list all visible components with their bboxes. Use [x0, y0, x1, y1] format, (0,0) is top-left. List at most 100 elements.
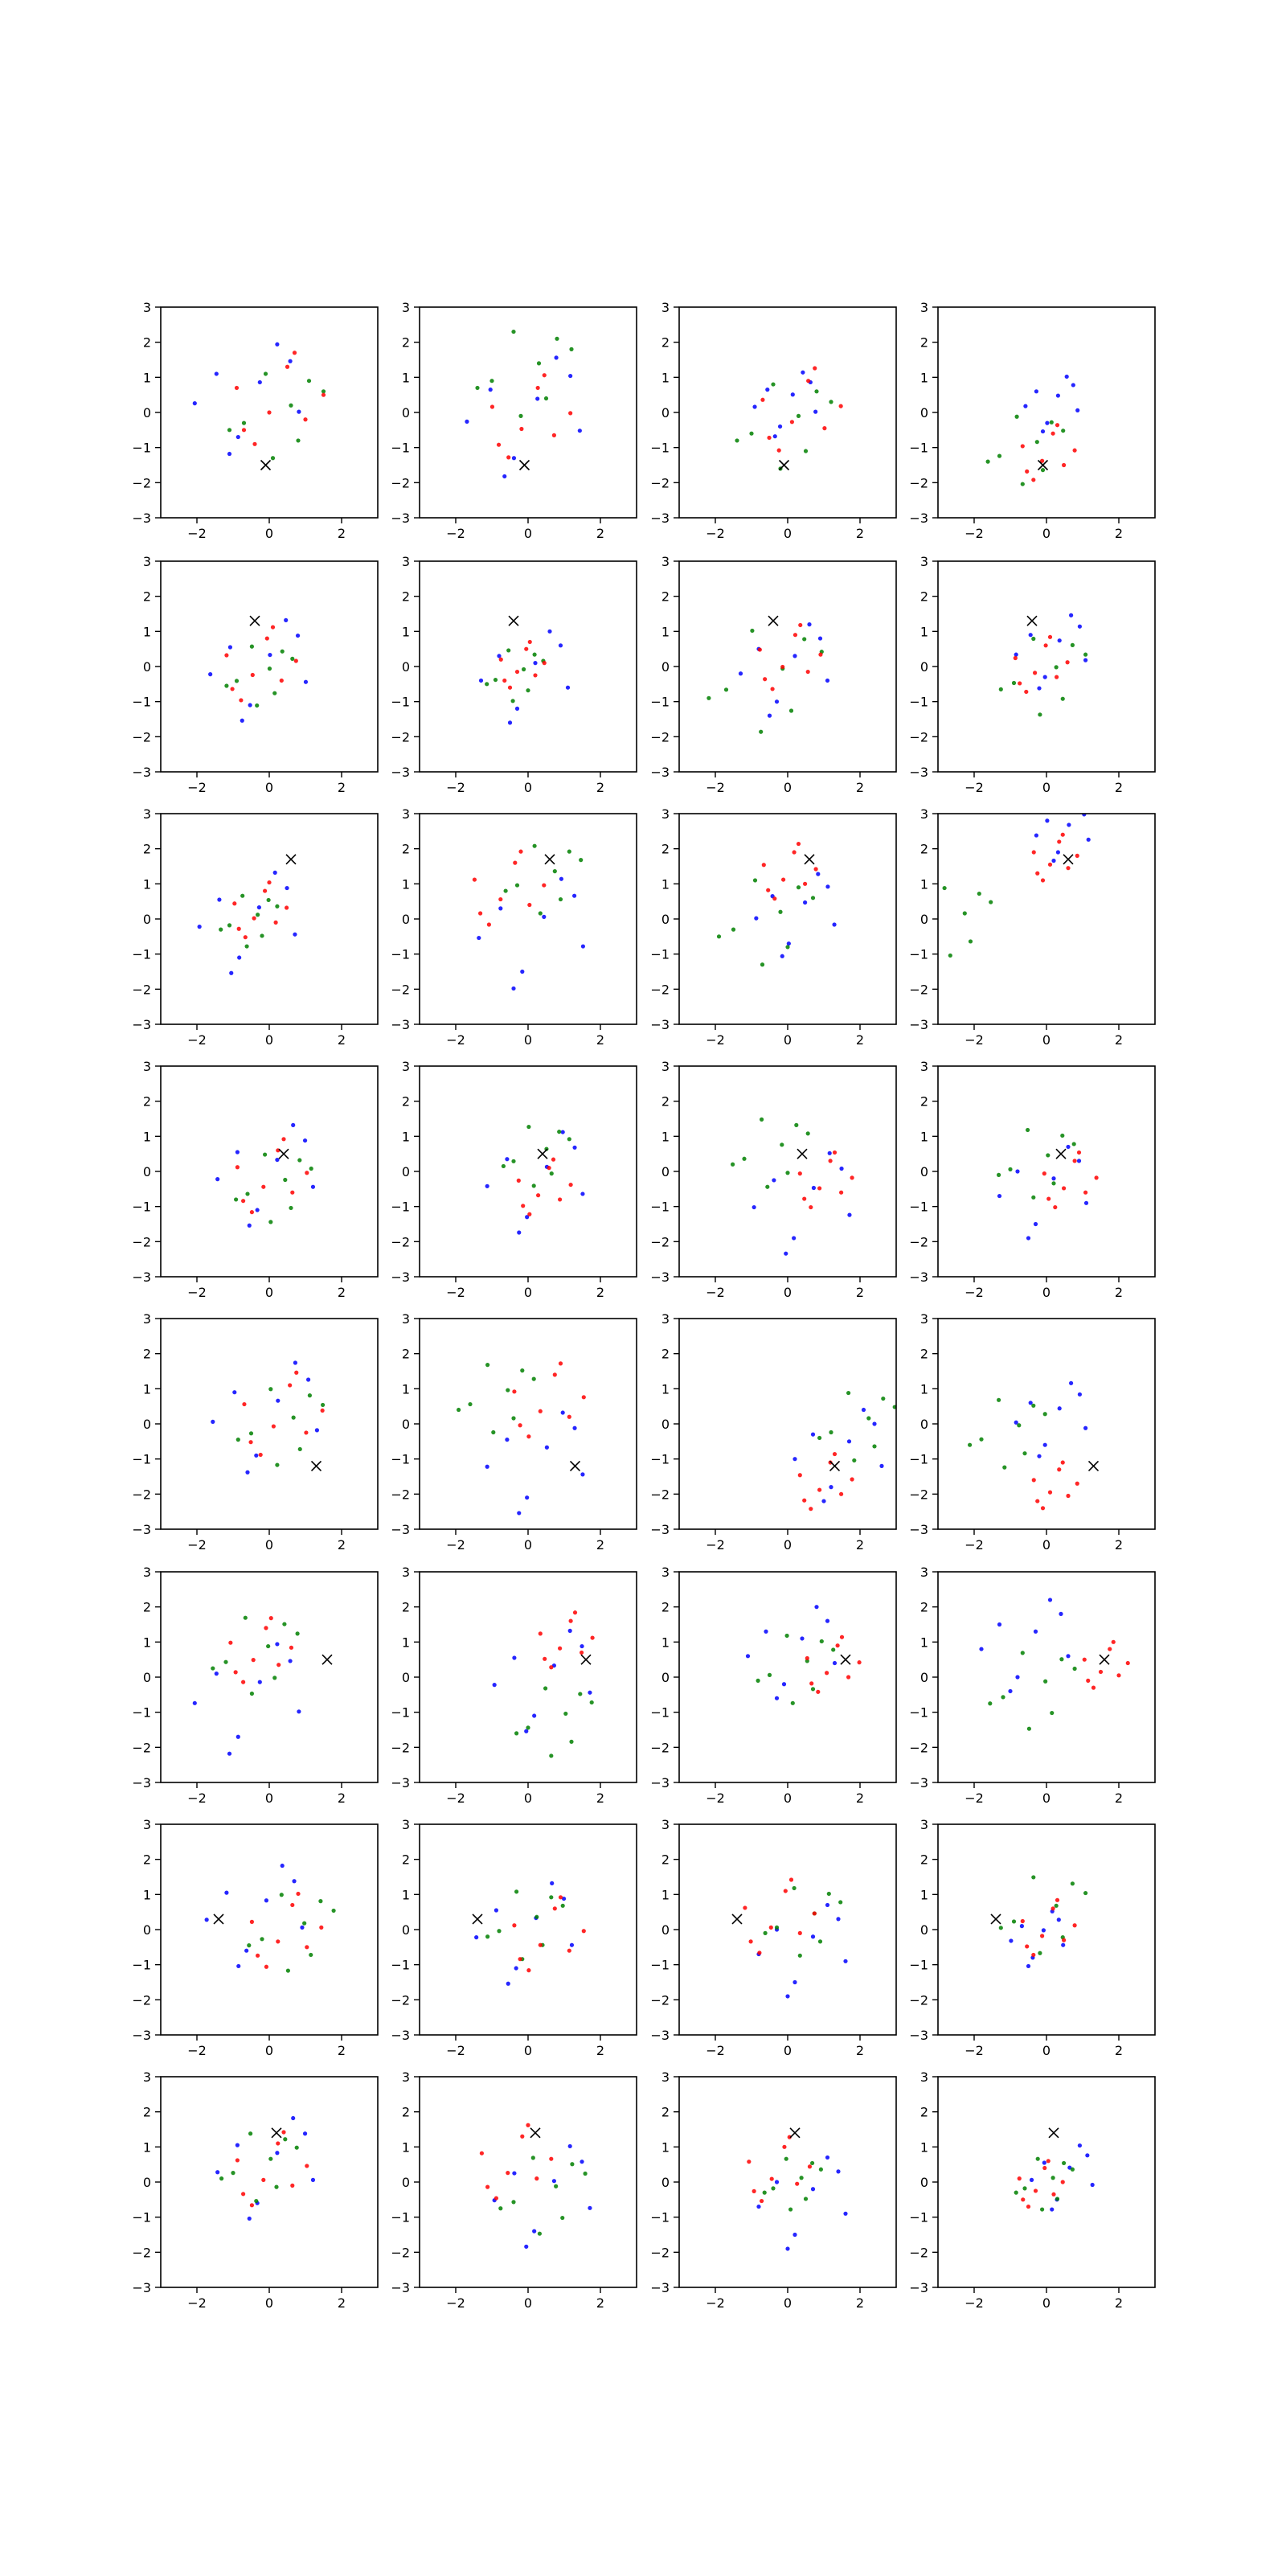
point	[797, 1953, 802, 1958]
point	[520, 1368, 525, 1373]
point	[506, 1388, 510, 1393]
y-tick-label: 3	[402, 300, 410, 315]
point	[297, 1446, 302, 1452]
point	[1060, 1460, 1065, 1465]
point	[1060, 2180, 1065, 2184]
point	[588, 2205, 592, 2210]
y-tick-label: 0	[402, 1417, 410, 1432]
x-tick-label: 2	[1115, 1790, 1123, 1806]
point	[1056, 1918, 1061, 1922]
y-tick-label: 0	[143, 1922, 151, 1938]
x-tick-label: −2	[446, 1285, 465, 1300]
point	[997, 1193, 1002, 1199]
point	[524, 646, 529, 651]
point	[581, 1395, 586, 1400]
y-tick-label: −1	[132, 947, 151, 962]
point	[561, 1896, 567, 1901]
point	[558, 1895, 563, 1900]
y-tick-label: −1	[391, 695, 410, 710]
point	[827, 1151, 832, 1155]
point	[756, 1678, 760, 1683]
y-tick-label: 1	[920, 1381, 928, 1397]
point	[285, 364, 290, 369]
y-tick-label: −2	[391, 475, 410, 490]
point	[795, 2181, 800, 2186]
point	[192, 401, 197, 406]
point	[789, 420, 795, 425]
plot-area	[215, 2115, 316, 2221]
point	[1033, 1221, 1038, 1227]
point	[512, 2171, 517, 2176]
x-tick-label: −2	[706, 1032, 725, 1048]
point	[813, 867, 818, 872]
plot-area	[998, 613, 1088, 717]
point	[1075, 804, 1079, 808]
point	[1025, 469, 1030, 474]
point	[485, 1363, 490, 1368]
point	[542, 914, 547, 919]
point	[784, 1251, 788, 1256]
point	[511, 1416, 516, 1421]
point	[760, 962, 765, 967]
point	[240, 718, 244, 723]
point	[1054, 665, 1059, 670]
y-tick-label: −3	[132, 1775, 151, 1790]
point	[572, 1145, 577, 1150]
y-tick-label: −2	[132, 1487, 151, 1502]
subplot: −2 0 2 −3 −2 −1 0 1 2 3	[909, 1817, 1156, 2058]
point	[290, 1902, 295, 1908]
point	[788, 2207, 793, 2212]
point	[1026, 1963, 1031, 1969]
point	[268, 1387, 273, 1392]
point	[765, 1184, 770, 1189]
y-tick-label: 3	[920, 300, 928, 315]
point	[264, 1626, 268, 1631]
point	[549, 1665, 554, 1670]
point	[1116, 1673, 1121, 1678]
y-tick-label: 1	[920, 1635, 928, 1650]
point	[988, 1701, 993, 1706]
subplot: −2 0 2 −3 −2 −1 0 1 2 3	[909, 1311, 1156, 1553]
plot-area	[985, 374, 1080, 486]
x-tick-label: 2	[596, 1790, 604, 1806]
point	[1051, 1176, 1056, 1181]
y-tick-label: −1	[650, 441, 670, 456]
point	[817, 1186, 822, 1191]
point	[532, 2229, 537, 2233]
point	[527, 639, 532, 645]
point	[767, 713, 772, 718]
point	[493, 677, 498, 683]
point	[1022, 2186, 1027, 2191]
point	[297, 409, 301, 414]
x-marker	[278, 1148, 289, 1159]
point	[1076, 1159, 1082, 1163]
y-tick-label: 0	[143, 1164, 151, 1179]
point	[321, 392, 326, 397]
y-tick-label: −3	[132, 2028, 151, 2043]
y-tick-label: 2	[661, 1094, 670, 1110]
point	[230, 687, 235, 691]
point	[497, 654, 502, 658]
point	[527, 902, 532, 908]
y-tick-label: −2	[391, 982, 410, 997]
point	[784, 1633, 789, 1639]
plot-area	[731, 1117, 854, 1256]
point	[942, 885, 947, 891]
y-tick-label: 3	[143, 1817, 151, 1832]
x-marker	[260, 459, 272, 471]
point	[579, 858, 584, 863]
y-tick-label: 2	[402, 1347, 410, 1362]
point	[785, 1171, 790, 1175]
point	[785, 2246, 790, 2251]
y-tick-label: 0	[143, 1417, 151, 1432]
point	[232, 901, 237, 906]
point	[526, 2123, 530, 2127]
x-tick-label: 0	[1042, 2043, 1051, 2058]
x-tick-label: 2	[596, 1285, 604, 1300]
plot-area	[472, 843, 586, 991]
x-tick-label: −2	[187, 2295, 207, 2311]
point	[568, 1182, 573, 1188]
point	[560, 2215, 565, 2221]
y-tick-label: 1	[402, 876, 410, 892]
point	[810, 1432, 816, 1437]
